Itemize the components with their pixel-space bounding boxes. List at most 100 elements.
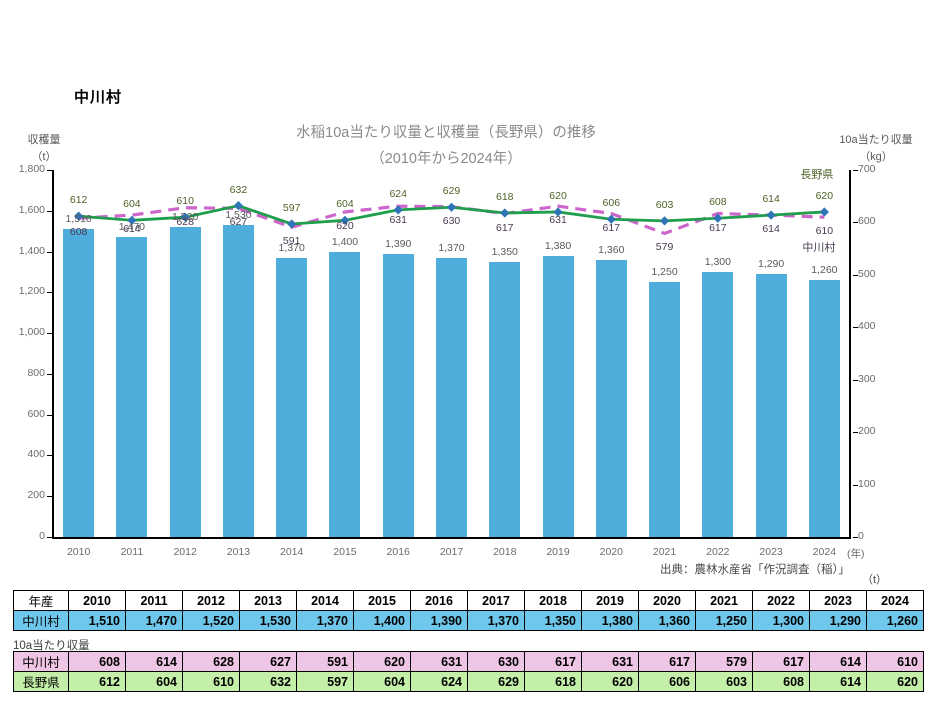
data-point-marker — [500, 208, 510, 218]
y-tick-mark-right — [853, 432, 858, 434]
y-tick-mark-left — [47, 496, 52, 498]
y-tick-left: 600 — [27, 407, 45, 420]
yield-table-cell: 630 — [467, 651, 525, 672]
label-nakagawa: 608 — [69, 226, 88, 239]
label-nakagawa: 628 — [176, 215, 194, 228]
label-harvest: 1,400 — [331, 235, 359, 248]
left-axis-caption: 収穫量 （t） — [20, 132, 68, 166]
y-tick-mark-right — [853, 379, 858, 381]
x-tick: 2021 — [652, 546, 677, 558]
label-nagano: 603 — [655, 198, 674, 211]
data-point-marker — [553, 207, 563, 217]
y-tick-right: 600 — [858, 215, 876, 228]
right-axis-caption-line2: （kg） — [859, 151, 893, 163]
bar — [329, 251, 361, 537]
bar — [702, 271, 734, 537]
data-point-marker — [180, 212, 190, 222]
label-nakagawa: 631 — [549, 214, 567, 227]
yield-table-cell: 617 — [752, 651, 810, 672]
x-tick: 2022 — [706, 546, 730, 558]
label-harvest: 1,250 — [651, 266, 678, 279]
harvest-table-cell: 1,520 — [182, 610, 240, 631]
series-label-nakagawa: 中川村 — [802, 242, 836, 255]
harvest-table-cell: 1,300 — [752, 610, 810, 631]
label-nagano: 629 — [442, 185, 461, 198]
label-harvest: 1,390 — [385, 237, 412, 250]
label-nagano: 618 — [496, 190, 514, 203]
yield-table-cell: 620 — [581, 671, 639, 692]
label-nakagawa: 591 — [282, 235, 301, 248]
harvest-table-cell: 1,360 — [638, 610, 696, 631]
yield-table-cell: 610 — [182, 671, 240, 692]
harvest-table-year: 2022 — [752, 590, 810, 611]
yield-table-row-label: 中川村 — [13, 651, 69, 672]
label-harvest: 1,370 — [278, 241, 305, 254]
y-tick-mark-right — [853, 170, 858, 171]
label-harvest: 1,510 — [65, 213, 92, 226]
harvest-table-year: 2012 — [182, 590, 240, 611]
x-tick: 2011 — [120, 546, 144, 558]
yield-table-cell: 612 — [68, 671, 126, 692]
markers-nagano — [74, 201, 829, 229]
bar — [222, 225, 254, 537]
harvest-table-unit: （t） — [862, 574, 888, 586]
harvest-table-cell: 1,470 — [125, 610, 183, 631]
label-harvest: 1,290 — [757, 257, 785, 270]
x-tick: 2016 — [386, 546, 410, 558]
label-nakagawa: 579 — [655, 241, 674, 254]
label-nakagawa: 617 — [496, 221, 514, 234]
harvest-table-cell: 1,290 — [809, 610, 867, 631]
x-tick: 2024 — [812, 546, 837, 558]
harvest-table-cell: 1,350 — [524, 610, 582, 631]
bar — [276, 257, 308, 537]
yield-table-cell: 632 — [239, 671, 297, 692]
chart-title: 水稲10a当たり収量と収穫量（長野県）の推移 （2010年から2024年） — [186, 120, 706, 172]
harvest-table-row-label: 中川村 — [13, 610, 69, 631]
data-point-marker — [393, 205, 403, 215]
bar — [542, 255, 574, 537]
y-tick-right: 200 — [858, 425, 876, 438]
harvest-table-year: 2016 — [410, 590, 468, 611]
label-nagano: 604 — [123, 198, 141, 211]
y-tick-right: 300 — [858, 372, 876, 385]
series-label-nagano: 長野県 — [800, 168, 834, 181]
y-tick-left: 1,400 — [18, 244, 45, 257]
x-tick: 2023 — [759, 546, 783, 558]
data-point-marker — [340, 215, 350, 225]
y-tick-right: 500 — [858, 267, 876, 280]
harvest-table-cell: 1,370 — [296, 610, 354, 631]
source-note: 出典：農林水産省「作況調査（稲）」 — [660, 564, 850, 576]
harvest-table-year: 2023 — [809, 590, 867, 611]
y-tick-mark-left — [47, 292, 52, 294]
table-row: 年産 2010 2011 2012 2013 2014 2015 2016 2017 2018 20… — [13, 590, 924, 611]
yield-table-cell: 617 — [524, 651, 582, 672]
right-axis-caption-line1: 10a当たり収量 — [839, 134, 913, 146]
yield-table-cell: 604 — [125, 671, 183, 692]
y-tick-mark-left — [47, 537, 52, 538]
label-nagano: 597 — [282, 202, 301, 214]
left-axis-caption-line2: （t） — [31, 151, 57, 163]
data-point-marker — [766, 210, 776, 220]
yield-table-cell: 631 — [581, 651, 639, 672]
label-nagano: 604 — [336, 198, 354, 211]
data-point-marker — [659, 216, 670, 226]
label-nagano: 620 — [815, 189, 834, 202]
chart-title-line2: （2010年から2024年） — [370, 151, 522, 167]
y-axis-right — [849, 170, 851, 539]
line-series-overlay — [74, 201, 829, 236]
harvest-table-year: 2024 — [866, 590, 924, 611]
yield-table-cell: 614 — [809, 651, 867, 672]
y-tick-right: 700 — [858, 163, 876, 175]
label-nakagawa: 630 — [442, 214, 461, 227]
harvest-table-year: 2010 — [68, 590, 126, 611]
harvest-table-cell: 1,510 — [68, 610, 126, 631]
label-nagano: 606 — [602, 197, 621, 210]
bar — [382, 253, 414, 537]
bar — [755, 273, 787, 537]
harvest-table-cell: 1,260 — [866, 610, 924, 631]
bar — [116, 237, 148, 537]
yield-table-cell: 614 — [125, 651, 183, 672]
x-tick: 2018 — [493, 546, 517, 558]
harvest-table-cell: 1,380 — [581, 610, 639, 631]
y-tick-mark-left — [47, 251, 52, 253]
